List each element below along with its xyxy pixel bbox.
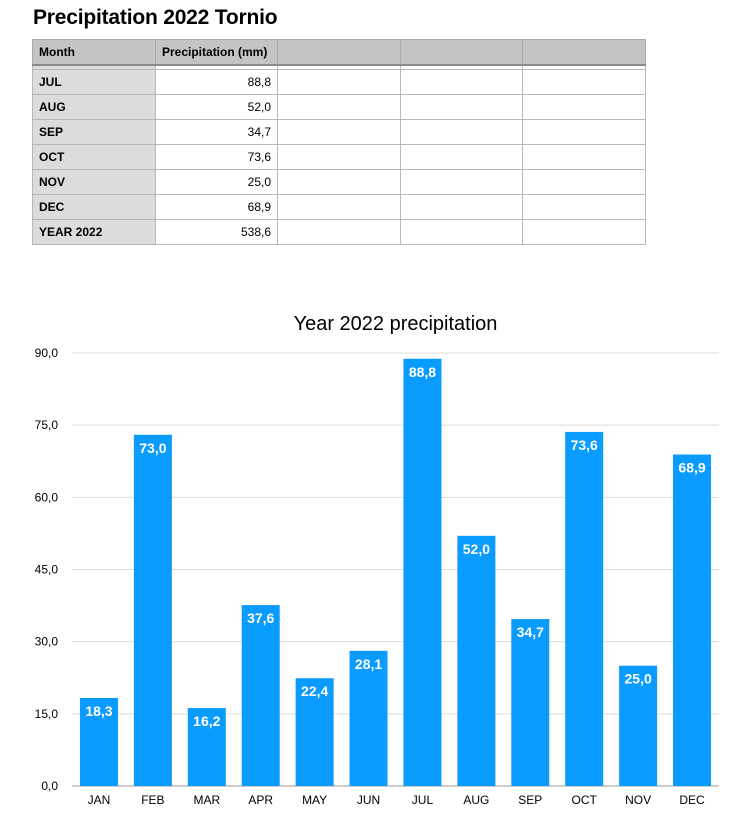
- table-cell-empty[interactable]: [522, 119, 646, 145]
- table-cell-empty[interactable]: [277, 119, 401, 145]
- table-cell-month[interactable]: YEAR 2022: [32, 219, 156, 245]
- bar-jul[interactable]: [403, 358, 442, 786]
- sheet-title: Precipitation 2022 Tornio: [33, 6, 278, 29]
- table-header-row: Month Precipitation (mm): [32, 39, 646, 66]
- table-cell-month[interactable]: OCT: [32, 144, 156, 170]
- bar-sep[interactable]: [511, 619, 550, 786]
- table-cell-month[interactable]: SEP: [32, 119, 156, 145]
- x-tick-label: APR: [248, 793, 273, 807]
- table-cell-value[interactable]: 25,0: [155, 169, 278, 195]
- x-tick-label: SEP: [518, 793, 542, 807]
- bar-value-label: 16,2: [193, 713, 220, 729]
- bar-nov[interactable]: [619, 665, 658, 786]
- table-row: DEC 68,9: [32, 194, 646, 220]
- bar-may[interactable]: [295, 678, 334, 786]
- bar-value-label: 28,1: [355, 656, 382, 672]
- bar-aug[interactable]: [457, 535, 496, 786]
- table-cell-month[interactable]: NOV: [32, 169, 156, 195]
- column-header-empty[interactable]: [277, 39, 401, 66]
- bar-value-label: 88,8: [409, 364, 436, 380]
- bar-value-label: 73,6: [571, 437, 598, 453]
- x-tick-label: JUN: [357, 793, 380, 807]
- table-row: JUL 88,8: [32, 69, 646, 95]
- table-row: SEP 34,7: [32, 119, 646, 145]
- table-cell-month[interactable]: JUL: [32, 69, 156, 95]
- x-tick-label: AUG: [463, 793, 489, 807]
- x-tick-label: MAY: [302, 793, 327, 807]
- column-header-precipitation[interactable]: Precipitation (mm): [155, 39, 278, 66]
- table-cell-empty[interactable]: [400, 169, 523, 195]
- table-cell-empty[interactable]: [400, 219, 523, 245]
- table-cell-empty[interactable]: [277, 194, 401, 220]
- bar-oct[interactable]: [565, 431, 604, 786]
- x-tick-label: OCT: [572, 793, 598, 807]
- table-cell-empty[interactable]: [522, 144, 646, 170]
- bar-mar[interactable]: [187, 708, 226, 786]
- bar-jan[interactable]: [79, 697, 118, 786]
- column-header-empty[interactable]: [522, 39, 646, 66]
- table-cell-month[interactable]: DEC: [32, 194, 156, 220]
- precipitation-table: Month Precipitation (mm) JUL 88,8 AUG 52…: [32, 39, 646, 245]
- y-tick-label: 0,0: [41, 779, 58, 793]
- bar-value-label: 73,0: [139, 440, 166, 456]
- table-cell-value[interactable]: 538,6: [155, 219, 278, 245]
- table-cell-empty[interactable]: [522, 219, 646, 245]
- x-tick-label: NOV: [625, 793, 651, 807]
- chart-title: Year 2022 precipitation: [293, 313, 498, 335]
- table-cell-month[interactable]: AUG: [32, 94, 156, 120]
- table-cell-empty[interactable]: [277, 219, 401, 245]
- table-row-total: YEAR 2022 538,6: [32, 219, 646, 245]
- table-row: OCT 73,6: [32, 144, 646, 170]
- bar-dec[interactable]: [673, 454, 712, 786]
- bar-value-label: 37,6: [247, 610, 274, 626]
- table-cell-value[interactable]: 88,8: [155, 69, 278, 95]
- bar-value-label: 68,9: [678, 460, 705, 476]
- bar-value-label: 25,0: [625, 671, 652, 687]
- table-cell-empty[interactable]: [522, 169, 646, 195]
- bar-value-label: 18,3: [85, 703, 112, 719]
- table-cell-empty[interactable]: [277, 144, 401, 170]
- table-cell-empty[interactable]: [522, 69, 646, 95]
- bar-feb[interactable]: [133, 434, 172, 786]
- bar-apr[interactable]: [241, 605, 280, 786]
- y-tick-label: 90,0: [35, 346, 59, 360]
- bar-value-label: 22,4: [301, 683, 328, 699]
- bar-jun[interactable]: [349, 650, 388, 786]
- x-tick-label: DEC: [679, 793, 705, 807]
- y-tick-label: 75,0: [35, 418, 59, 432]
- table-cell-empty[interactable]: [277, 69, 401, 95]
- x-tick-label: MAR: [193, 793, 220, 807]
- bar-value-label: 52,0: [463, 541, 490, 557]
- x-tick-label: FEB: [141, 793, 164, 807]
- table-row: NOV 25,0: [32, 169, 646, 195]
- y-tick-label: 60,0: [35, 490, 59, 504]
- column-header-empty[interactable]: [400, 39, 523, 66]
- y-tick-label: 45,0: [35, 563, 59, 577]
- bar-value-label: 34,7: [517, 624, 544, 640]
- x-tick-label: JAN: [88, 793, 111, 807]
- y-tick-label: 15,0: [35, 707, 59, 721]
- x-tick-label: JUL: [412, 793, 434, 807]
- y-tick-label: 30,0: [35, 635, 59, 649]
